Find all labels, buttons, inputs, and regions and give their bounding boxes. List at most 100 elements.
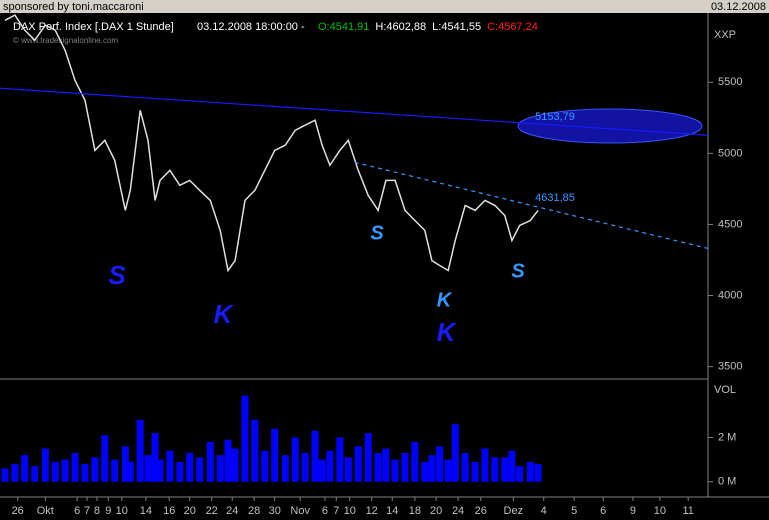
- annotation: S: [511, 260, 525, 282]
- x-tick-label: 26: [475, 505, 487, 517]
- y-tick-label: 3500: [718, 361, 742, 373]
- volume-bar: [326, 450, 334, 482]
- highlight-ellipse: [517, 108, 703, 144]
- volume-bar: [51, 461, 59, 482]
- x-tick-label: 6: [74, 505, 80, 517]
- volume-bar: [281, 455, 289, 482]
- volume-bar: [491, 457, 499, 482]
- volume-bar: [411, 441, 419, 482]
- annotation: 4631,85: [535, 192, 575, 204]
- volume-bar: [444, 459, 452, 482]
- volume-bar: [382, 448, 390, 482]
- volume-bar: [391, 459, 399, 482]
- volume-bar: [111, 459, 119, 482]
- volume-bar: [126, 461, 134, 482]
- x-tick-label: 10: [116, 505, 128, 517]
- volume-bar: [206, 441, 214, 482]
- x-tick-label: 9: [630, 505, 636, 517]
- timestamp: 03.12.2008 18:00:00 -: [197, 21, 305, 33]
- y-tick-label: 4500: [718, 218, 742, 230]
- volume-bar: [261, 450, 269, 482]
- sponsor: sponsored by toni.maccaroni: [3, 1, 144, 13]
- y-tick-label: 4000: [718, 289, 742, 301]
- volume-bar: [231, 448, 239, 482]
- volume-bar: [481, 448, 489, 482]
- x-tick-label: 4: [541, 505, 547, 517]
- x-tick-label: 24: [452, 505, 464, 517]
- ohlc-value: C:4567,24: [487, 21, 538, 33]
- y-axis-label: VOL: [714, 384, 736, 396]
- x-tick-label: Nov: [290, 505, 310, 517]
- volume-bar: [374, 452, 382, 482]
- x-tick-label: 12: [366, 505, 378, 517]
- x-tick-label: 30: [269, 505, 281, 517]
- annotation: 5153,79: [535, 111, 575, 123]
- price-line: [4, 14, 539, 273]
- volume-bar: [144, 455, 152, 482]
- copyright: © www.tradesignalonline.com: [13, 36, 118, 45]
- x-tick-label: 14: [386, 505, 398, 517]
- x-tick-label: 28: [248, 505, 260, 517]
- volume-bar: [176, 461, 184, 482]
- volume-bar: [186, 452, 194, 482]
- volume-bar: [461, 452, 469, 482]
- volume-bar: [101, 435, 109, 482]
- chart-title: DAX Perf. Index [.DAX 1 Stunde]: [13, 21, 174, 33]
- volume-bar: [81, 464, 89, 482]
- volume-bar: [91, 457, 99, 482]
- volume-bar: [318, 459, 326, 482]
- volume-bar: [451, 424, 459, 482]
- x-tick-label: 7: [333, 505, 339, 517]
- x-tick-label: 10: [654, 505, 666, 517]
- date: 03.12.2008: [711, 1, 766, 13]
- volume-bar: [11, 464, 19, 482]
- x-tick-label: 6: [322, 505, 328, 517]
- annotation: S: [370, 222, 384, 244]
- volume-bar: [216, 455, 224, 482]
- ohlc-value: L:4541,55: [432, 21, 481, 33]
- volume-bar: [471, 461, 479, 482]
- volume-bar: [354, 446, 362, 482]
- volume-bar: [151, 433, 159, 482]
- volume-bar: [224, 439, 232, 482]
- annotation: K: [437, 317, 458, 347]
- volume-bar: [401, 452, 409, 482]
- x-tick-label: 5: [571, 505, 577, 517]
- y-tick-label: 2 M: [718, 431, 736, 443]
- volume-bar: [156, 459, 164, 482]
- y-axis-label: XXP: [714, 29, 736, 41]
- y-tick-label: 0 M: [718, 476, 736, 488]
- x-tick-label: 11: [682, 505, 693, 517]
- ohlc-value: H:4602,88: [375, 21, 426, 33]
- x-tick-label: 24: [226, 505, 238, 517]
- annotation: K: [437, 289, 453, 311]
- y-tick-label: 5500: [718, 76, 742, 88]
- volume-bar: [41, 448, 49, 482]
- volume-bar: [251, 419, 259, 482]
- ohlc-value: O:4541,91: [318, 21, 369, 33]
- volume-bar: [516, 466, 524, 482]
- volume-bar: [71, 452, 79, 482]
- volume-bar: [196, 457, 204, 482]
- x-tick-label: 16: [163, 505, 175, 517]
- volume-bar: [501, 457, 509, 482]
- volume-bar: [291, 437, 299, 482]
- x-tick-label: 26: [12, 505, 24, 517]
- volume-bar: [336, 437, 344, 482]
- volume-bar: [121, 446, 129, 482]
- volume-bar: [508, 450, 516, 482]
- trendline: [0, 87, 709, 136]
- y-tick-label: 5000: [718, 147, 742, 159]
- x-tick-label: Dez: [504, 505, 524, 517]
- x-tick-label: 7: [84, 505, 90, 517]
- volume-bar: [344, 457, 352, 482]
- volume-bar: [436, 446, 444, 482]
- x-tick-label: 20: [184, 505, 196, 517]
- x-tick-label: 10: [344, 505, 356, 517]
- volume-bar: [526, 461, 534, 482]
- x-tick-label: 18: [409, 505, 421, 517]
- x-tick-label: 9: [105, 505, 111, 517]
- volume-bar: [61, 459, 69, 482]
